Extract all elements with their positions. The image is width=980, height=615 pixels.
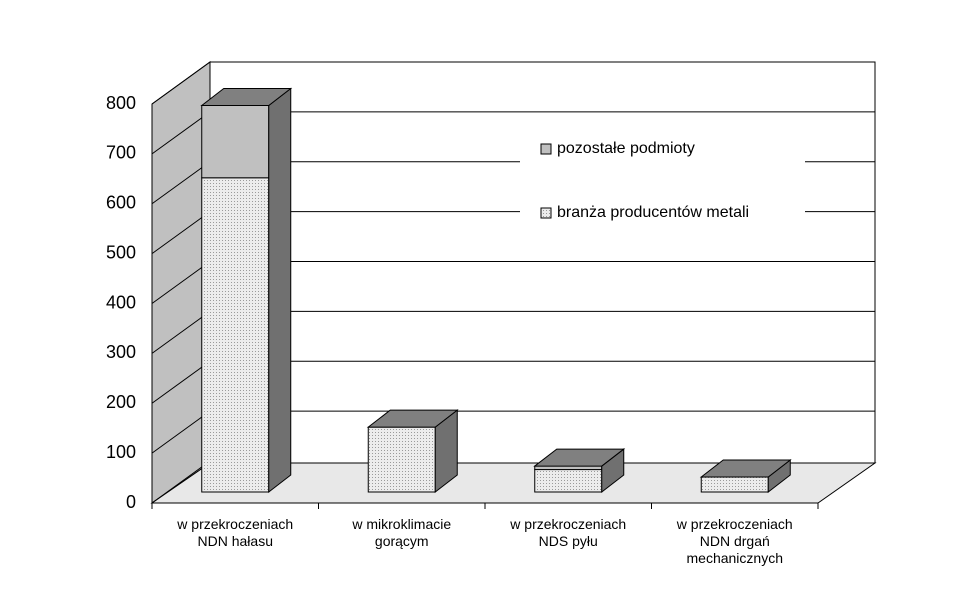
- grid-line: [151, 211, 211, 255]
- bar-side: [268, 87, 292, 494]
- x-tick-label: w przekroczeniach NDN drgań mechanicznych: [676, 516, 793, 566]
- bar-top: [200, 87, 293, 106]
- grid-line: [151, 61, 211, 105]
- bar-segment: [700, 476, 769, 493]
- bar-segment: [534, 469, 603, 493]
- legend-label: pozostałe podmioty: [557, 140, 695, 157]
- y-tick-label: 0: [126, 492, 136, 512]
- legend: pozostałe podmioty branża producentów met…: [520, 130, 805, 230]
- legend-label: branża producentów metali: [557, 204, 749, 221]
- back-wall: [209, 61, 876, 464]
- legend-swatch: [540, 207, 552, 219]
- bar-segment: [534, 465, 603, 471]
- y-tick-label: 100: [106, 442, 136, 462]
- grid-line: [151, 161, 211, 205]
- grid-line: [151, 111, 211, 155]
- x-tick-label: w mikroklimacie gorącym: [351, 516, 451, 549]
- y-tick-label: 200: [106, 392, 136, 412]
- bar-segment: [367, 426, 436, 493]
- y-tick-label: 300: [106, 342, 136, 362]
- y-tick-label: 400: [106, 292, 136, 312]
- bar-top: [533, 448, 626, 467]
- y-tick-label: 600: [106, 193, 136, 213]
- x-tick-label: w przekroczeniach NDS pyłu: [509, 516, 626, 549]
- bar-segment: [201, 177, 270, 493]
- grid-line: [151, 360, 211, 404]
- x-tick-label: w przekroczeniach NDN hałasu: [176, 516, 293, 549]
- grid-line: [151, 410, 211, 454]
- bars: [200, 87, 792, 494]
- y-tick-label: 500: [106, 242, 136, 262]
- legend-bg: [520, 130, 805, 230]
- grid-line: [151, 261, 211, 304]
- grid-line: [151, 460, 211, 504]
- bar-top: [366, 409, 459, 428]
- y-tick-label: 700: [106, 143, 136, 163]
- y-tick-label: 800: [106, 93, 136, 113]
- grid-line: [151, 310, 211, 354]
- legend-swatch: [540, 143, 552, 155]
- bar-segment: [201, 104, 270, 179]
- labels: 0 100 200 300 400 500 600 700 800 w przekroczenia…: [106, 93, 819, 566]
- bar-top: [699, 459, 792, 478]
